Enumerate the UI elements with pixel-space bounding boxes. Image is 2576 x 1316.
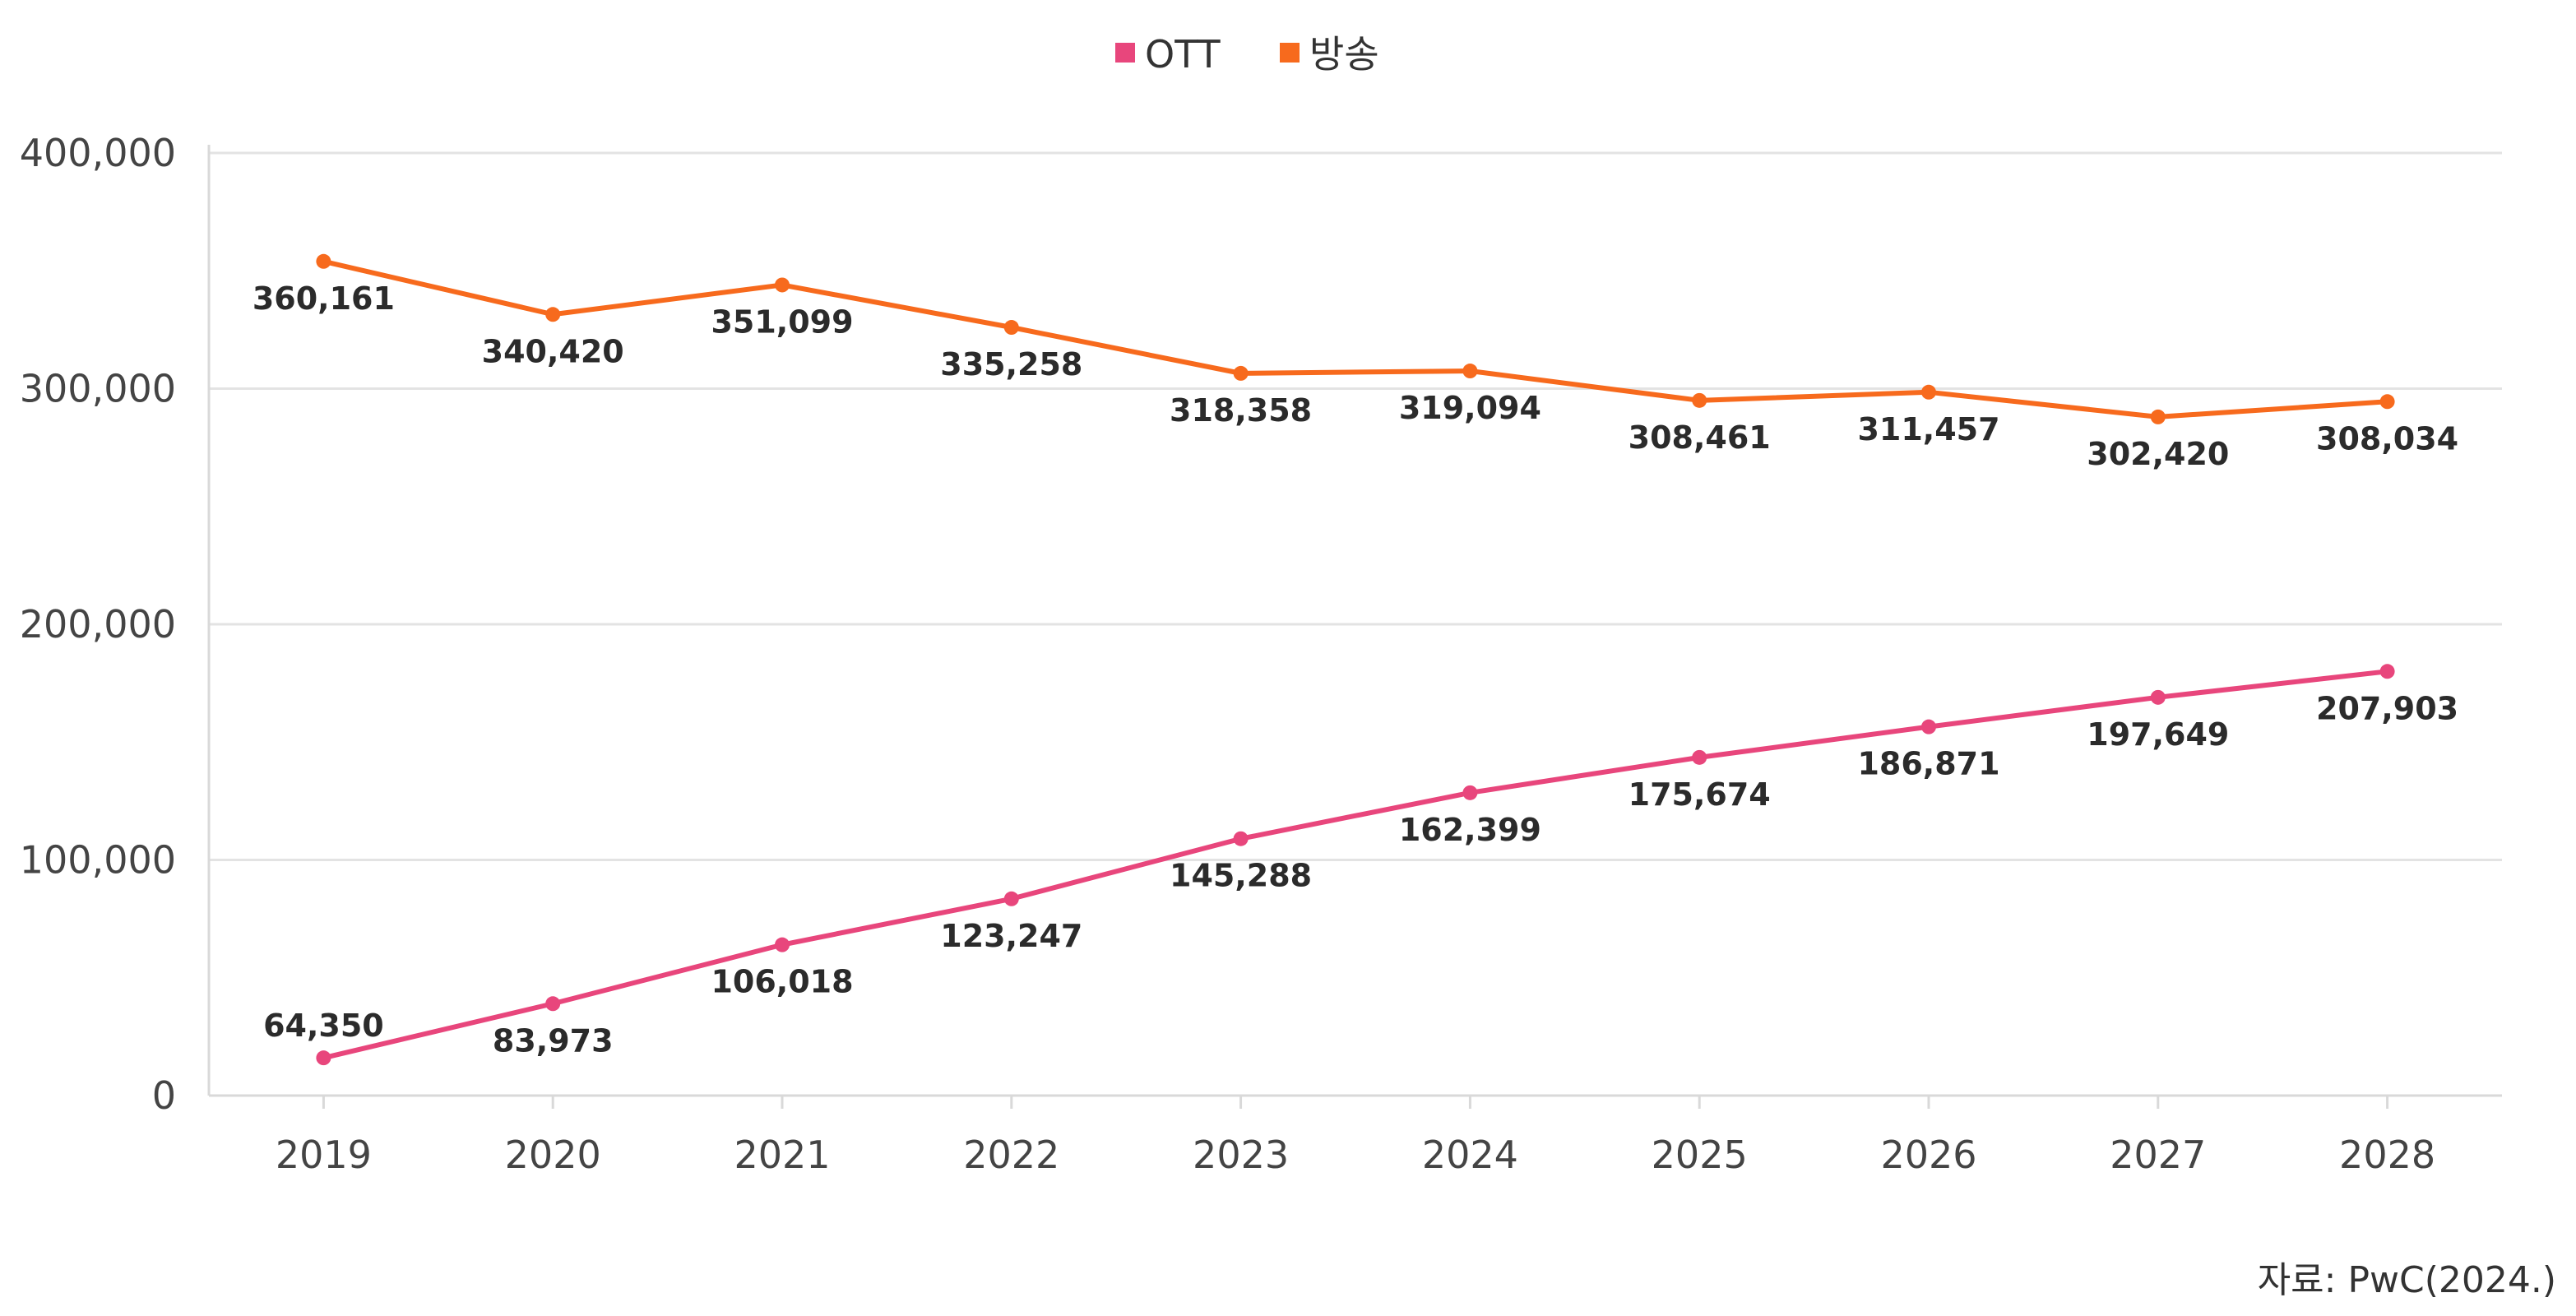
data-point (545, 307, 561, 322)
data-label: 64,350 (263, 1008, 384, 1044)
data-point (2379, 394, 2395, 410)
data-label: 186,871 (1857, 746, 1999, 782)
data-point (1462, 785, 1478, 800)
data-label: 351,099 (711, 304, 853, 340)
data-label: 311,457 (1857, 411, 1999, 447)
x-tick-label: 2025 (1652, 1133, 1748, 1177)
data-label: 83,973 (493, 1022, 614, 1059)
data-point (1233, 831, 1249, 846)
data-point (1003, 320, 1019, 336)
data-label: 145,288 (1170, 858, 1312, 894)
data-label: 302,420 (2087, 436, 2229, 472)
data-label: 340,420 (482, 333, 624, 369)
y-tick-label: 100,000 (20, 838, 176, 883)
data-point (2150, 409, 2166, 424)
data-point (1003, 891, 1019, 906)
grid-lines (209, 151, 2502, 861)
y-tick-label: 400,000 (20, 131, 176, 175)
data-point (316, 253, 331, 269)
series-broadcast: 360,161 340,420 351,099 335,258 318,358 319,0… (253, 253, 2458, 472)
axes (207, 145, 2502, 1097)
data-label: 335,258 (940, 346, 1082, 382)
source-note: 자료: PwC(2024.) (2257, 1259, 2556, 1301)
data-label: 308,461 (1629, 419, 1771, 456)
legend: OTT 방송 (1115, 32, 1379, 76)
data-point (2379, 664, 2395, 679)
x-tick-label: 2028 (2339, 1133, 2435, 1177)
x-tick-label: 2023 (1193, 1133, 1289, 1177)
series-ott: 64,350 83,973 106,018 123,247 145,288 162,399… (263, 664, 2458, 1066)
legend-label: 방송 (1309, 32, 1379, 76)
data-point (775, 277, 790, 293)
series-group: 64,350 83,973 106,018 123,247 145,288 162,399… (253, 253, 2458, 1066)
data-point (545, 996, 561, 1012)
x-tick-label: 2021 (734, 1133, 830, 1177)
data-label: 318,358 (1170, 392, 1312, 429)
y-tick-label: 300,000 (20, 367, 176, 411)
data-point (1233, 365, 1249, 381)
x-axis-tick-labels: 2019 2020 2021 2022 2023 2024 2025 2026 2027 2028 (276, 1096, 2435, 1177)
y-tick-label: 200,000 (20, 602, 176, 646)
x-tick-label: 2024 (1422, 1133, 1518, 1177)
data-label: 197,649 (2087, 716, 2229, 753)
legend-label: OTT (1145, 32, 1221, 76)
data-point (1692, 749, 1707, 765)
data-label: 175,674 (1629, 776, 1771, 813)
data-point (775, 937, 790, 952)
data-label: 360,161 (253, 280, 395, 317)
legend-swatch (1280, 43, 1300, 63)
data-label: 106,018 (711, 964, 853, 1000)
x-tick-label: 2027 (2110, 1133, 2206, 1177)
data-label: 123,247 (940, 918, 1082, 954)
x-tick-label: 2019 (276, 1133, 372, 1177)
data-label: 308,034 (2316, 420, 2458, 456)
data-point (316, 1050, 331, 1066)
data-point (1462, 364, 1478, 379)
x-tick-label: 2022 (963, 1133, 1059, 1177)
data-point (1692, 392, 1707, 408)
y-axis-tick-labels: 0 100,000 200,000 300,000 400,000 (20, 131, 176, 1118)
data-label: 319,094 (1399, 390, 1541, 426)
legend-item: 방송 (1280, 32, 1379, 76)
legend-item: OTT (1115, 32, 1221, 76)
data-point (1921, 384, 1936, 400)
data-point (1921, 719, 1936, 734)
legend-swatch (1115, 43, 1135, 63)
x-tick-label: 2026 (1880, 1133, 1976, 1177)
series-line-broadcast (322, 258, 2388, 419)
y-tick-label: 0 (152, 1073, 176, 1118)
data-label: 207,903 (2316, 690, 2458, 726)
data-label: 162,399 (1399, 812, 1541, 848)
series-line-ott (322, 669, 2388, 1061)
data-point (2150, 689, 2166, 705)
x-tick-label: 2020 (505, 1133, 601, 1177)
